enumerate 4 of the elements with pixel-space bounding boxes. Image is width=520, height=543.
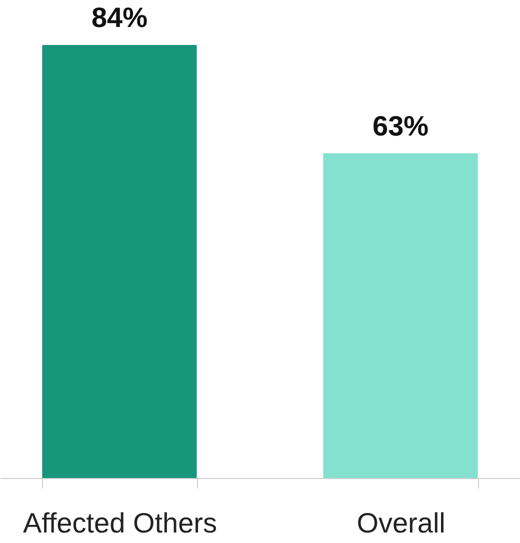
x-tick-label: Overall bbox=[356, 508, 446, 538]
x-tick-label: Affected Others bbox=[22, 508, 217, 538]
data-label: 63% bbox=[372, 110, 429, 142]
data-label: 84% bbox=[91, 2, 148, 33]
